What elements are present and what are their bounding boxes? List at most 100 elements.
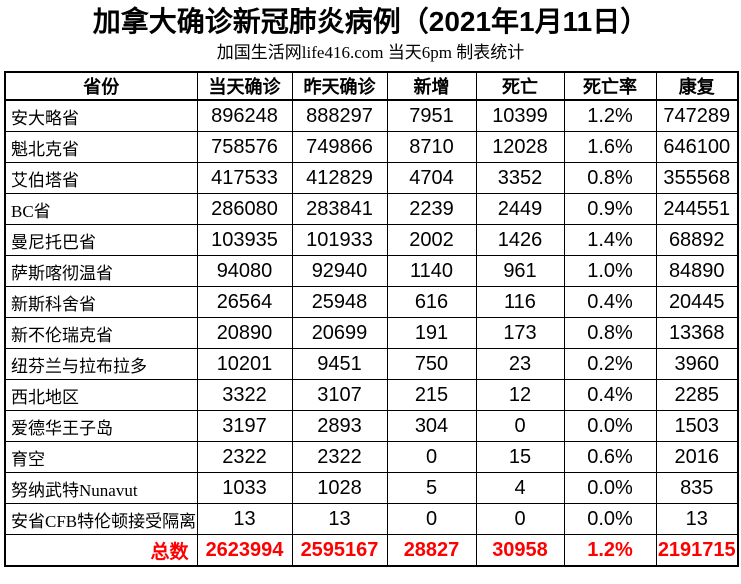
value-cell: 0.2% — [563, 348, 657, 380]
value-cell: 646100 — [655, 131, 739, 163]
value-cell: 12028 — [475, 131, 565, 163]
province-cell: 爱德华王子岛 — [4, 410, 198, 442]
value-cell: 3960 — [655, 348, 739, 380]
value-cell: 0 — [386, 441, 477, 473]
value-cell: 8710 — [386, 131, 477, 163]
value-cell: 101933 — [291, 224, 388, 256]
value-cell: 1140 — [386, 255, 477, 287]
table-row: 新斯科舍省 26564 25948 616 116 0.4% 20445 — [4, 286, 739, 318]
value-cell: 94080 — [196, 255, 293, 287]
value-cell: 283841 — [291, 193, 388, 225]
value-cell: 0.8% — [563, 162, 657, 194]
value-cell: 10399 — [475, 99, 565, 132]
value-cell: 10201 — [196, 348, 293, 380]
value-cell: 0.0% — [563, 410, 657, 442]
value-cell: 417533 — [196, 162, 293, 194]
table-row: 新不伦瑞克省 20890 20699 191 173 0.8% 13368 — [4, 317, 739, 349]
value-cell: 173 — [475, 317, 565, 349]
table-body: 安大略省 896248 888297 7951 10399 1.2% 747289 魁北克省 7… — [4, 99, 739, 535]
value-cell: 2239 — [386, 193, 477, 225]
province-cell: 纽芬兰与拉布拉多 — [4, 348, 198, 380]
province-cell: 安大略省 — [4, 99, 198, 132]
value-cell: 1.4% — [563, 224, 657, 256]
column-header-1: 当天确诊 — [196, 71, 293, 101]
value-cell: 116 — [475, 286, 565, 318]
value-cell: 4 — [475, 472, 565, 504]
value-cell: 20445 — [655, 286, 739, 318]
value-cell: 1033 — [196, 472, 293, 504]
value-cell: 23 — [475, 348, 565, 380]
value-cell: 12 — [475, 379, 565, 411]
province-cell: 育空 — [4, 441, 198, 473]
value-cell: 20890 — [196, 317, 293, 349]
total-value-cell: 2595167 — [291, 534, 388, 567]
value-cell: 191 — [386, 317, 477, 349]
value-cell: 2322 — [196, 441, 293, 473]
value-cell: 68892 — [655, 224, 739, 256]
value-cell: 1.2% — [563, 99, 657, 132]
total-value-cell: 2191715 — [655, 534, 739, 567]
value-cell: 244551 — [655, 193, 739, 225]
value-cell: 0.0% — [563, 503, 657, 535]
value-cell: 961 — [475, 255, 565, 287]
table-row: 萨斯喀彻温省 94080 92940 1140 961 1.0% 84890 — [4, 255, 739, 287]
value-cell: 1426 — [475, 224, 565, 256]
province-cell: 新不伦瑞克省 — [4, 317, 198, 349]
value-cell: 13368 — [655, 317, 739, 349]
column-header-5: 死亡率 — [563, 71, 657, 101]
province-cell: 曼尼托巴省 — [4, 224, 198, 256]
column-header-2: 昨天确诊 — [291, 71, 388, 101]
column-header-4: 死亡 — [475, 71, 565, 101]
total-label-cell: 总数 — [4, 534, 198, 567]
value-cell: 13 — [655, 503, 739, 535]
total-value-cell: 1.2% — [563, 534, 657, 567]
covid-stats-table: 省份 当天确诊 昨天确诊 新增 死亡 死亡率 康复 安大略省 896248 888297 7951… — [4, 71, 739, 567]
value-cell: 2322 — [291, 441, 388, 473]
province-cell: BC省 — [4, 193, 198, 225]
total-value-cell: 30958 — [475, 534, 565, 567]
value-cell: 4704 — [386, 162, 477, 194]
value-cell: 286080 — [196, 193, 293, 225]
value-cell: 13 — [291, 503, 388, 535]
value-cell: 616 — [386, 286, 477, 318]
value-cell: 750 — [386, 348, 477, 380]
table-row: 育空 2322 2322 0 15 0.6% 2016 — [4, 441, 739, 473]
value-cell: 2449 — [475, 193, 565, 225]
value-cell: 103935 — [196, 224, 293, 256]
value-cell: 5 — [386, 472, 477, 504]
value-cell: 3322 — [196, 379, 293, 411]
value-cell: 749866 — [291, 131, 388, 163]
value-cell: 0.6% — [563, 441, 657, 473]
column-header-3: 新增 — [386, 71, 477, 101]
page-title: 加拿大确诊新冠肺炎病例（2021年1月11日） — [92, 6, 649, 37]
value-cell: 2002 — [386, 224, 477, 256]
province-cell: 努纳武特Nunavut — [4, 472, 198, 504]
value-cell: 0 — [475, 503, 565, 535]
value-cell: 2016 — [655, 441, 739, 473]
table-row: BC省 286080 283841 2239 2449 0.9% 244551 — [4, 193, 739, 225]
table-row: 安大略省 896248 888297 7951 10399 1.2% 747289 — [4, 99, 739, 132]
value-cell: 1.6% — [563, 131, 657, 163]
table-header-row: 省份 当天确诊 昨天确诊 新增 死亡 死亡率 康复 — [4, 71, 739, 101]
table-row: 西北地区 3322 3107 215 12 0.4% 2285 — [4, 379, 739, 411]
total-value-cell: 2623994 — [196, 534, 293, 567]
value-cell: 1503 — [655, 410, 739, 442]
value-cell: 2893 — [291, 410, 388, 442]
value-cell: 92940 — [291, 255, 388, 287]
table-row: 安省CFB特伦顿接受隔离 13 13 0 0 0.0% 13 — [4, 503, 739, 535]
table-row: 曼尼托巴省 103935 101933 2002 1426 1.4% 68892 — [4, 224, 739, 256]
table-row: 艾伯塔省 417533 412829 4704 3352 0.8% 355568 — [4, 162, 739, 194]
value-cell: 9451 — [291, 348, 388, 380]
value-cell: 13 — [196, 503, 293, 535]
value-cell: 0.8% — [563, 317, 657, 349]
value-cell: 758576 — [196, 131, 293, 163]
value-cell: 26564 — [196, 286, 293, 318]
page-subtitle: 加国生活网life416.com 当天6pm 制表统计 — [216, 43, 525, 62]
total-value-cell: 28827 — [386, 534, 477, 567]
value-cell: 888297 — [291, 99, 388, 132]
value-cell: 0 — [475, 410, 565, 442]
value-cell: 0.4% — [563, 379, 657, 411]
value-cell: 1.0% — [563, 255, 657, 287]
province-cell: 萨斯喀彻温省 — [4, 255, 198, 287]
